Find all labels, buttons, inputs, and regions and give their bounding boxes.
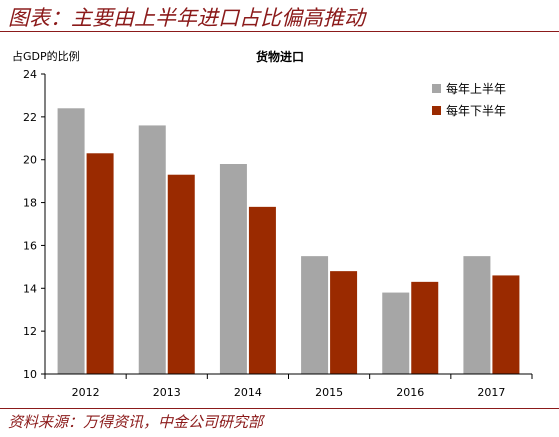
- bar-2016-series-2: [411, 281, 439, 374]
- source-note: 资料来源：万得资讯，中金公司研究部: [8, 413, 264, 431]
- bar-2017-series-1: [463, 256, 491, 374]
- x-tick-label: 2013: [153, 386, 181, 399]
- y-tick-label: 18: [23, 197, 37, 210]
- bar-2012-series-2: [86, 153, 114, 374]
- y-tick-label: 14: [23, 282, 37, 295]
- x-tick-label: 2017: [477, 386, 505, 399]
- title-rule: [0, 31, 559, 32]
- y-tick-label: 22: [23, 111, 37, 124]
- y-tick-label: 24: [23, 68, 37, 81]
- bars-group: [57, 108, 520, 375]
- y-axis-label: 占GDP的比例: [12, 49, 80, 63]
- legend-swatch: [432, 106, 441, 115]
- bar-2012-series-1: [57, 108, 85, 375]
- bar-2014-series-1: [219, 164, 247, 374]
- axes-group: 10 12 14 16 18 20 22 24 2012 2013 2014 2015 2016 2017: [23, 68, 533, 399]
- legend-label: 每年上半年: [446, 81, 506, 96]
- y-tick-label: 20: [23, 154, 37, 167]
- bar-2013-series-2: [167, 174, 195, 374]
- source-rule: [0, 408, 559, 409]
- y-tick-label: 12: [23, 325, 37, 338]
- y-tick-label: 10: [23, 368, 37, 381]
- bar-2015-series-1: [301, 256, 329, 374]
- bar-2016-series-1: [382, 292, 410, 374]
- x-tick-label: 2012: [72, 386, 100, 399]
- x-tick-label: 2015: [315, 386, 343, 399]
- bar-2015-series-2: [330, 271, 358, 374]
- figure-title: 图表：主要由上半年进口占比偏高推动: [8, 6, 365, 30]
- x-tick-label: 2016: [396, 386, 424, 399]
- legend-label: 每年下半年: [446, 103, 506, 118]
- bar-2017-series-2: [492, 275, 520, 374]
- bar-2013-series-1: [138, 125, 166, 374]
- chart-title: 货物进口: [256, 49, 304, 64]
- bar-2014-series-2: [248, 206, 276, 374]
- y-tick-label: 16: [23, 239, 37, 252]
- legend-swatch: [432, 84, 441, 93]
- x-tick-label: 2014: [234, 386, 262, 399]
